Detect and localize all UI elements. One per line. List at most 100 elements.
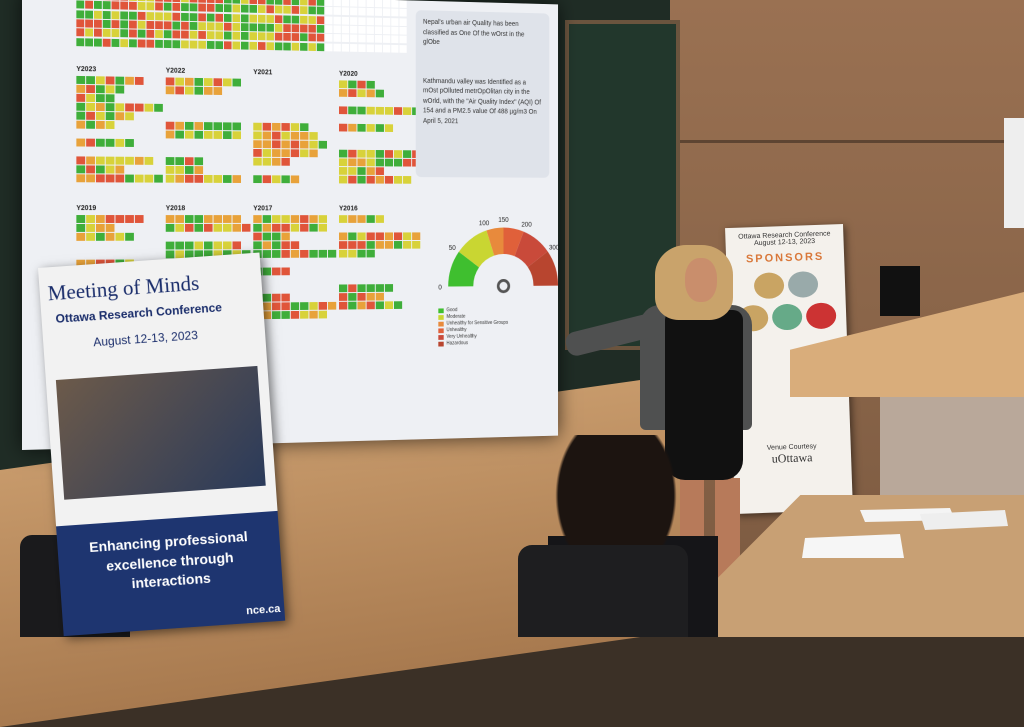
heatmap-cell [317, 25, 324, 33]
heatmap-cell [263, 158, 271, 166]
heatmap-cell [376, 241, 384, 249]
heatmap-cell [207, 41, 215, 49]
heatmap-cell [394, 81, 402, 89]
heatmap-cell [145, 86, 154, 94]
heatmap-cell [328, 241, 336, 249]
heatmap-cell [146, 12, 154, 20]
heatmap-cell [376, 133, 384, 141]
heatmap-cell [394, 310, 402, 318]
heatmap-cell [367, 267, 375, 275]
heatmap-cell [300, 233, 308, 241]
heatmap-cell [376, 215, 384, 223]
heatmap-cell [204, 113, 213, 121]
heatmap-cell [342, 17, 349, 25]
heatmap-cell [281, 175, 289, 183]
heatmap-cell [283, 6, 290, 14]
heatmap-cell [403, 258, 411, 266]
heatmap-cell [76, 147, 85, 155]
heatmap-cell [325, 34, 332, 42]
heatmap-cell [190, 13, 198, 21]
heatmap-cell [385, 167, 393, 175]
heatmap-cell [76, 10, 84, 18]
heatmap-cell [367, 241, 375, 249]
heatmap-cell [394, 275, 402, 283]
heatmap-cell [357, 141, 365, 149]
heatmap-cell [342, 35, 349, 43]
heatmap-cell [145, 166, 154, 174]
heatmap-cell [233, 79, 242, 87]
heatmap-cell [328, 80, 336, 88]
heatmap-cell [403, 107, 411, 115]
heatmap-cell [367, 115, 375, 123]
heatmap-cell [367, 232, 375, 240]
heatmap-cell [233, 14, 241, 22]
heatmap-cell [253, 158, 261, 166]
heatmap-cell [233, 105, 242, 113]
heatmap-cell [253, 241, 261, 249]
heatmap-cell [76, 224, 85, 232]
heatmap-cell [145, 175, 154, 183]
heatmap-cell [309, 176, 317, 184]
heatmap-cell [223, 175, 232, 183]
banner-photo [56, 366, 266, 500]
heatmap-year-label: Y2019 [76, 205, 96, 212]
heatmap-cell [125, 121, 134, 129]
heatmap-cell [241, 23, 249, 31]
heatmap-cell [233, 175, 242, 183]
heatmap-cell [357, 98, 365, 106]
heatmap-cell [350, 0, 357, 7]
heatmap-cell [190, 22, 198, 30]
heatmap-cell [223, 166, 232, 174]
heatmap-cell [120, 11, 128, 19]
heatmap-cell [185, 95, 194, 103]
gauge-legend-swatch [438, 342, 443, 347]
heatmap-cell [376, 98, 384, 106]
heatmap-cell [115, 242, 124, 250]
heatmap-cell [291, 250, 299, 258]
heatmap-cell [403, 150, 411, 158]
heatmap-cell [300, 97, 308, 105]
sponsor-heading: SPONSORS [730, 250, 840, 266]
panel-line [670, 140, 1024, 143]
heatmap-cell [154, 242, 163, 250]
heatmap-cell [125, 157, 134, 165]
heatmap-cell [339, 233, 347, 241]
heatmap-cell [399, 18, 406, 26]
heatmap-cell [300, 43, 307, 51]
heatmap-cell [300, 285, 308, 293]
heatmap-cell [263, 259, 271, 267]
heatmap-cell [300, 167, 308, 175]
heatmap-cell [76, 38, 84, 46]
heatmap-cell [94, 29, 102, 37]
heatmap-cell [283, 42, 290, 50]
heatmap-cell [204, 87, 213, 95]
heatmap-cell [145, 113, 154, 121]
heatmap-cell [175, 139, 184, 147]
heatmap-cell [403, 167, 411, 175]
heatmap-cell [300, 0, 307, 5]
heatmap-cell [233, 122, 242, 130]
heatmap-cell [115, 233, 124, 241]
heatmap-cell [166, 166, 175, 174]
heatmap-cell [135, 215, 144, 223]
heatmap-cell [328, 302, 336, 310]
heatmap-cell [376, 301, 384, 309]
heatmap-cell [233, 114, 242, 122]
heatmap-cell [112, 11, 120, 19]
heatmap-cell [339, 224, 347, 232]
heatmap-cell [242, 224, 250, 232]
heatmap-cell [348, 98, 356, 106]
heatmap-cell [258, 0, 266, 4]
heatmap-cell [96, 121, 105, 129]
heatmap-cell [263, 88, 271, 96]
heatmap-cell [394, 301, 402, 309]
heatmap-cell [242, 96, 250, 104]
heatmap-cell [207, 22, 215, 30]
heatmap-cell [214, 215, 223, 223]
heatmap-cell [242, 166, 250, 174]
heatmap-cell [391, 0, 398, 8]
gauge-legend-item: Hazardous [438, 339, 553, 347]
heatmap-cell [135, 104, 144, 112]
heatmap-cell [291, 80, 299, 88]
heatmap-cell [207, 0, 215, 3]
